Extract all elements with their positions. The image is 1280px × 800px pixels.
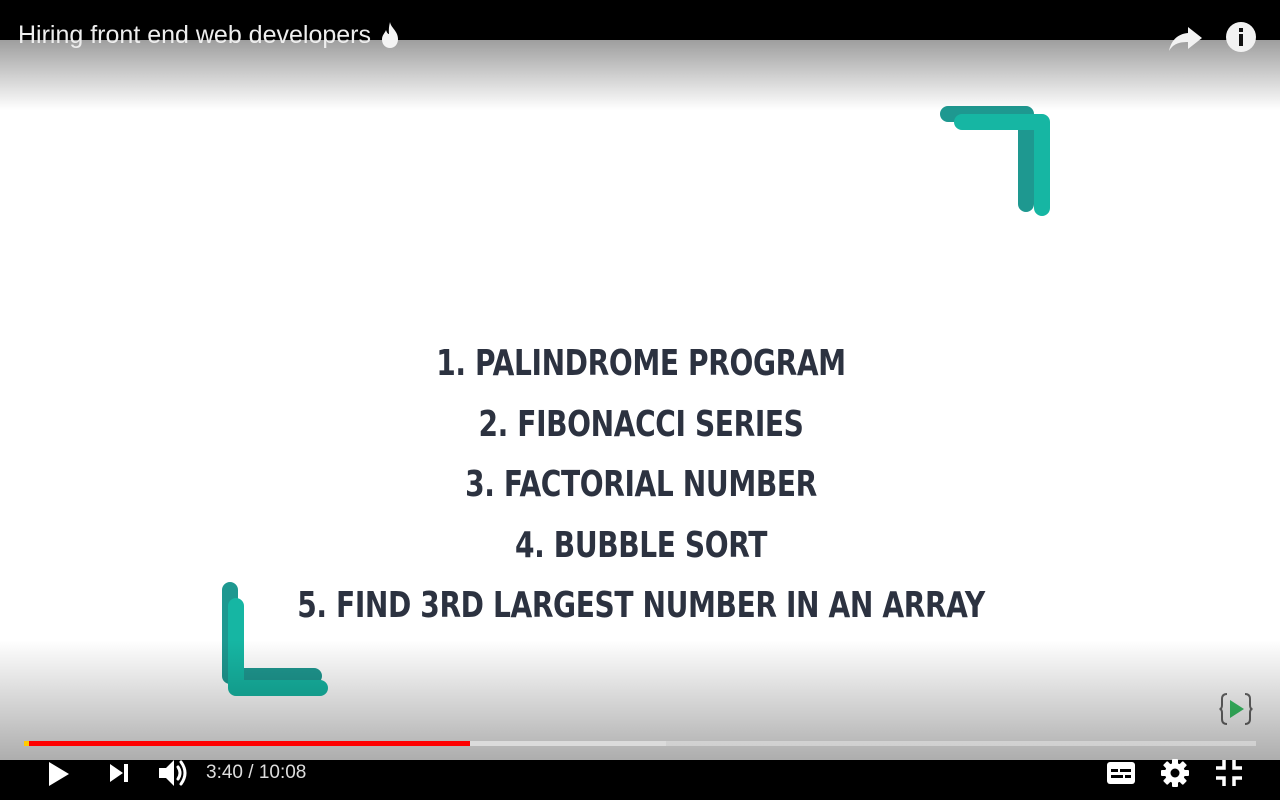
subtitles-icon[interactable]: [1105, 760, 1137, 786]
top-right-bracket-graphic: [940, 106, 1050, 216]
title-bar: [0, 0, 1280, 40]
slide-topic-item: 3. FACTORIAL NUMBER: [465, 464, 817, 505]
duration: 10:08: [258, 762, 307, 783]
current-time: 3:40: [206, 762, 243, 783]
info-icon[interactable]: [1222, 18, 1260, 56]
controls-bar: [0, 760, 1280, 800]
time-display: 3:40 / 10:08: [206, 761, 306, 785]
slide-topic-item: 2. FIBONACCI SERIES: [478, 403, 804, 445]
flame-icon: [381, 22, 398, 48]
slide-topic-item: 5. FIND 3RD LARGEST NUMBER IN AN ARRAY: [297, 585, 985, 626]
time-separator: /: [248, 762, 254, 783]
progress-played: [24, 741, 470, 746]
slide-topic-item: 4. BUBBLE SORT: [514, 524, 767, 566]
progress-start-marker: [24, 741, 29, 746]
play-icon[interactable]: [44, 759, 74, 789]
video-title[interactable]: Hiring front end web developers: [18, 21, 371, 49]
share-arrow-icon[interactable]: [1166, 18, 1206, 58]
progress-bar[interactable]: [24, 741, 1256, 746]
gear-icon[interactable]: [1159, 757, 1191, 789]
channel-watermark-icon[interactable]: [1219, 691, 1253, 727]
slide-topic-list: 1. PALINDROME PROGRAM 2. FIBONACCI SERIE…: [0, 334, 1280, 637]
slide-topic-item: 1. PALINDROME PROGRAM: [436, 343, 846, 384]
exit-fullscreen-icon[interactable]: [1213, 757, 1245, 789]
bottom-gradient: [0, 640, 1280, 760]
bottom-left-bracket-graphic: [222, 582, 328, 696]
volume-icon[interactable]: [156, 757, 190, 789]
next-track-icon[interactable]: [106, 761, 132, 785]
video-title-area[interactable]: Hiring front end web developers: [18, 19, 401, 51]
top-gradient: [0, 40, 1280, 110]
